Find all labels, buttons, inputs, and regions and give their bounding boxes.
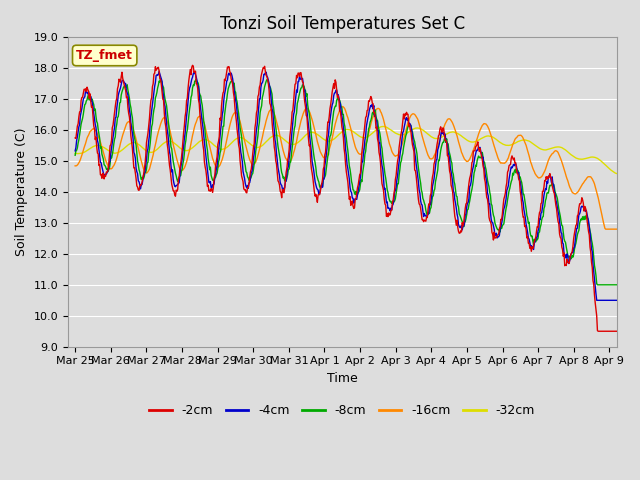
Text: TZ_fmet: TZ_fmet xyxy=(76,49,133,62)
X-axis label: Time: Time xyxy=(327,372,358,385)
Title: Tonzi Soil Temperatures Set C: Tonzi Soil Temperatures Set C xyxy=(220,15,465,33)
Y-axis label: Soil Temperature (C): Soil Temperature (C) xyxy=(15,128,28,256)
Legend: -2cm, -4cm, -8cm, -16cm, -32cm: -2cm, -4cm, -8cm, -16cm, -32cm xyxy=(145,399,540,422)
